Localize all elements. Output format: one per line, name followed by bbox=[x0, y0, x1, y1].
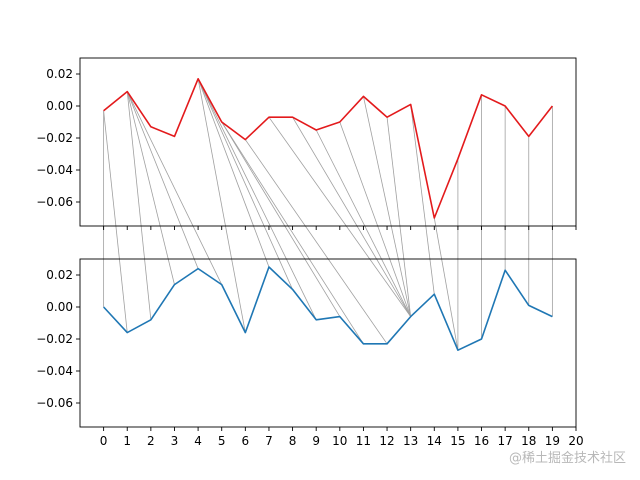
alignment-line-15 bbox=[315, 129, 412, 317]
alignment-lines bbox=[103, 78, 553, 351]
xtick-label-13: 13 bbox=[403, 434, 418, 448]
alignment-line-4 bbox=[126, 91, 199, 269]
alignment-line-8 bbox=[197, 78, 293, 290]
ytick-label-1-0: 0.02 bbox=[46, 268, 73, 282]
ytick-label-0-3: −0.04 bbox=[36, 163, 73, 177]
alignment-line-12 bbox=[245, 139, 388, 345]
xtick-label-2: 2 bbox=[147, 434, 155, 448]
alignment-line-19 bbox=[410, 104, 435, 295]
alignment-line-3 bbox=[126, 91, 175, 285]
ytick-label-1-3: −0.04 bbox=[36, 364, 73, 378]
ytick-label-1-2: −0.02 bbox=[36, 332, 73, 346]
alignment-line-14 bbox=[292, 116, 412, 317]
top-plot: 0.02 0.00 −0.02 −0.04 −0.06 bbox=[36, 57, 577, 230]
axes-frame-0 bbox=[79, 57, 577, 227]
ytick-label-0-1: 0.00 bbox=[46, 99, 73, 113]
xtick-label-12: 12 bbox=[379, 434, 394, 448]
xtick-label-10: 10 bbox=[332, 434, 347, 448]
xtick-label-5: 5 bbox=[218, 434, 226, 448]
alignment-line-9 bbox=[197, 78, 317, 320]
xtick-label-17: 17 bbox=[498, 434, 513, 448]
alignment-line-13 bbox=[268, 116, 411, 317]
xtick-label-14: 14 bbox=[427, 434, 442, 448]
ytick-label-0-0: 0.02 bbox=[46, 67, 73, 81]
series-line-0-0 bbox=[103, 78, 554, 219]
xtick-label-6: 6 bbox=[242, 434, 250, 448]
xtick-label-15: 15 bbox=[450, 434, 465, 448]
xtick-label-16: 16 bbox=[474, 434, 489, 448]
alignment-line-16 bbox=[339, 121, 412, 317]
ytick-label-0-4: −0.06 bbox=[36, 195, 73, 209]
alignment-line-5 bbox=[126, 91, 223, 285]
alignment-line-17 bbox=[363, 96, 412, 317]
alignment-line-2 bbox=[126, 91, 152, 320]
xtick-label-3: 3 bbox=[171, 434, 179, 448]
xtick-label-0: 0 bbox=[100, 434, 108, 448]
xtick-label-18: 18 bbox=[521, 434, 536, 448]
alignment-line-18 bbox=[386, 117, 412, 317]
alignment-line-11 bbox=[221, 121, 364, 345]
watermark-text: @稀土掘金技术社区 bbox=[508, 451, 626, 466]
alignment-line-1 bbox=[103, 110, 128, 333]
xtick-label-4: 4 bbox=[194, 434, 202, 448]
alignment-line-7 bbox=[197, 78, 270, 268]
xtick-label-11: 11 bbox=[356, 434, 371, 448]
xtick-label-8: 8 bbox=[289, 434, 297, 448]
xtick-label-9: 9 bbox=[312, 434, 320, 448]
bottom-plot: 0.020.00−0.02−0.04−0.060 1 2 3 4 5 6 7 8 9 10 11 12 1… bbox=[36, 258, 584, 448]
axes-frame-1 bbox=[79, 258, 577, 428]
xtick-label-1: 1 bbox=[123, 434, 131, 448]
alignment-line-10 bbox=[221, 121, 341, 317]
alignment-line-6 bbox=[197, 78, 246, 333]
ytick-label-0-2: −0.02 bbox=[36, 131, 73, 145]
series-line-1-0 bbox=[103, 266, 553, 352]
xtick-label-7: 7 bbox=[265, 434, 273, 448]
ytick-label-1-4: −0.06 bbox=[36, 396, 73, 410]
xtick-label-19: 19 bbox=[545, 434, 560, 448]
ytick-label-1-1: 0.00 bbox=[46, 300, 73, 314]
xtick-label-20: 20 bbox=[568, 434, 583, 448]
alignment-line-20 bbox=[433, 217, 459, 351]
